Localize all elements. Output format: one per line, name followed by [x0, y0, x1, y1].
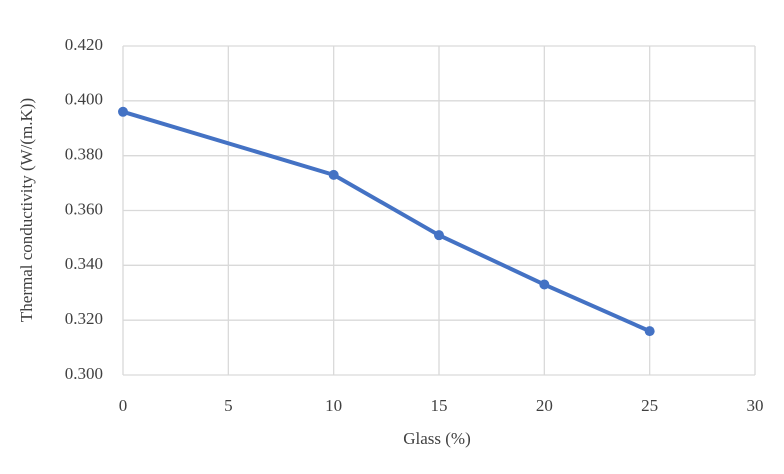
- x-tick-label: 20: [536, 396, 553, 415]
- y-tick-label: 0.300: [65, 364, 103, 383]
- x-tick-label: 10: [325, 396, 342, 415]
- y-axis-label: Thermal conductivity (W/(m.K)): [17, 98, 36, 322]
- x-tick-label: 30: [747, 396, 764, 415]
- data-point: [434, 230, 444, 241]
- y-tick-label: 0.400: [65, 90, 103, 109]
- data-point: [328, 169, 339, 180]
- y-tick-label: 0.380: [65, 145, 103, 164]
- x-tick-label: 15: [431, 396, 448, 415]
- data-point: [118, 106, 128, 117]
- x-tick-label: 5: [224, 396, 233, 415]
- data-point: [644, 326, 655, 337]
- x-tick-label: 25: [641, 396, 658, 415]
- y-tick-label: 0.360: [65, 199, 103, 218]
- x-axis-label: Glass (%): [403, 429, 471, 448]
- x-tick-label: 0: [119, 396, 128, 415]
- data-point: [539, 279, 550, 290]
- series-line: [122, 109, 651, 333]
- y-tick-label: 0.340: [65, 254, 103, 273]
- y-tick-label: 0.420: [65, 35, 103, 54]
- y-tick-label: 0.320: [65, 309, 103, 328]
